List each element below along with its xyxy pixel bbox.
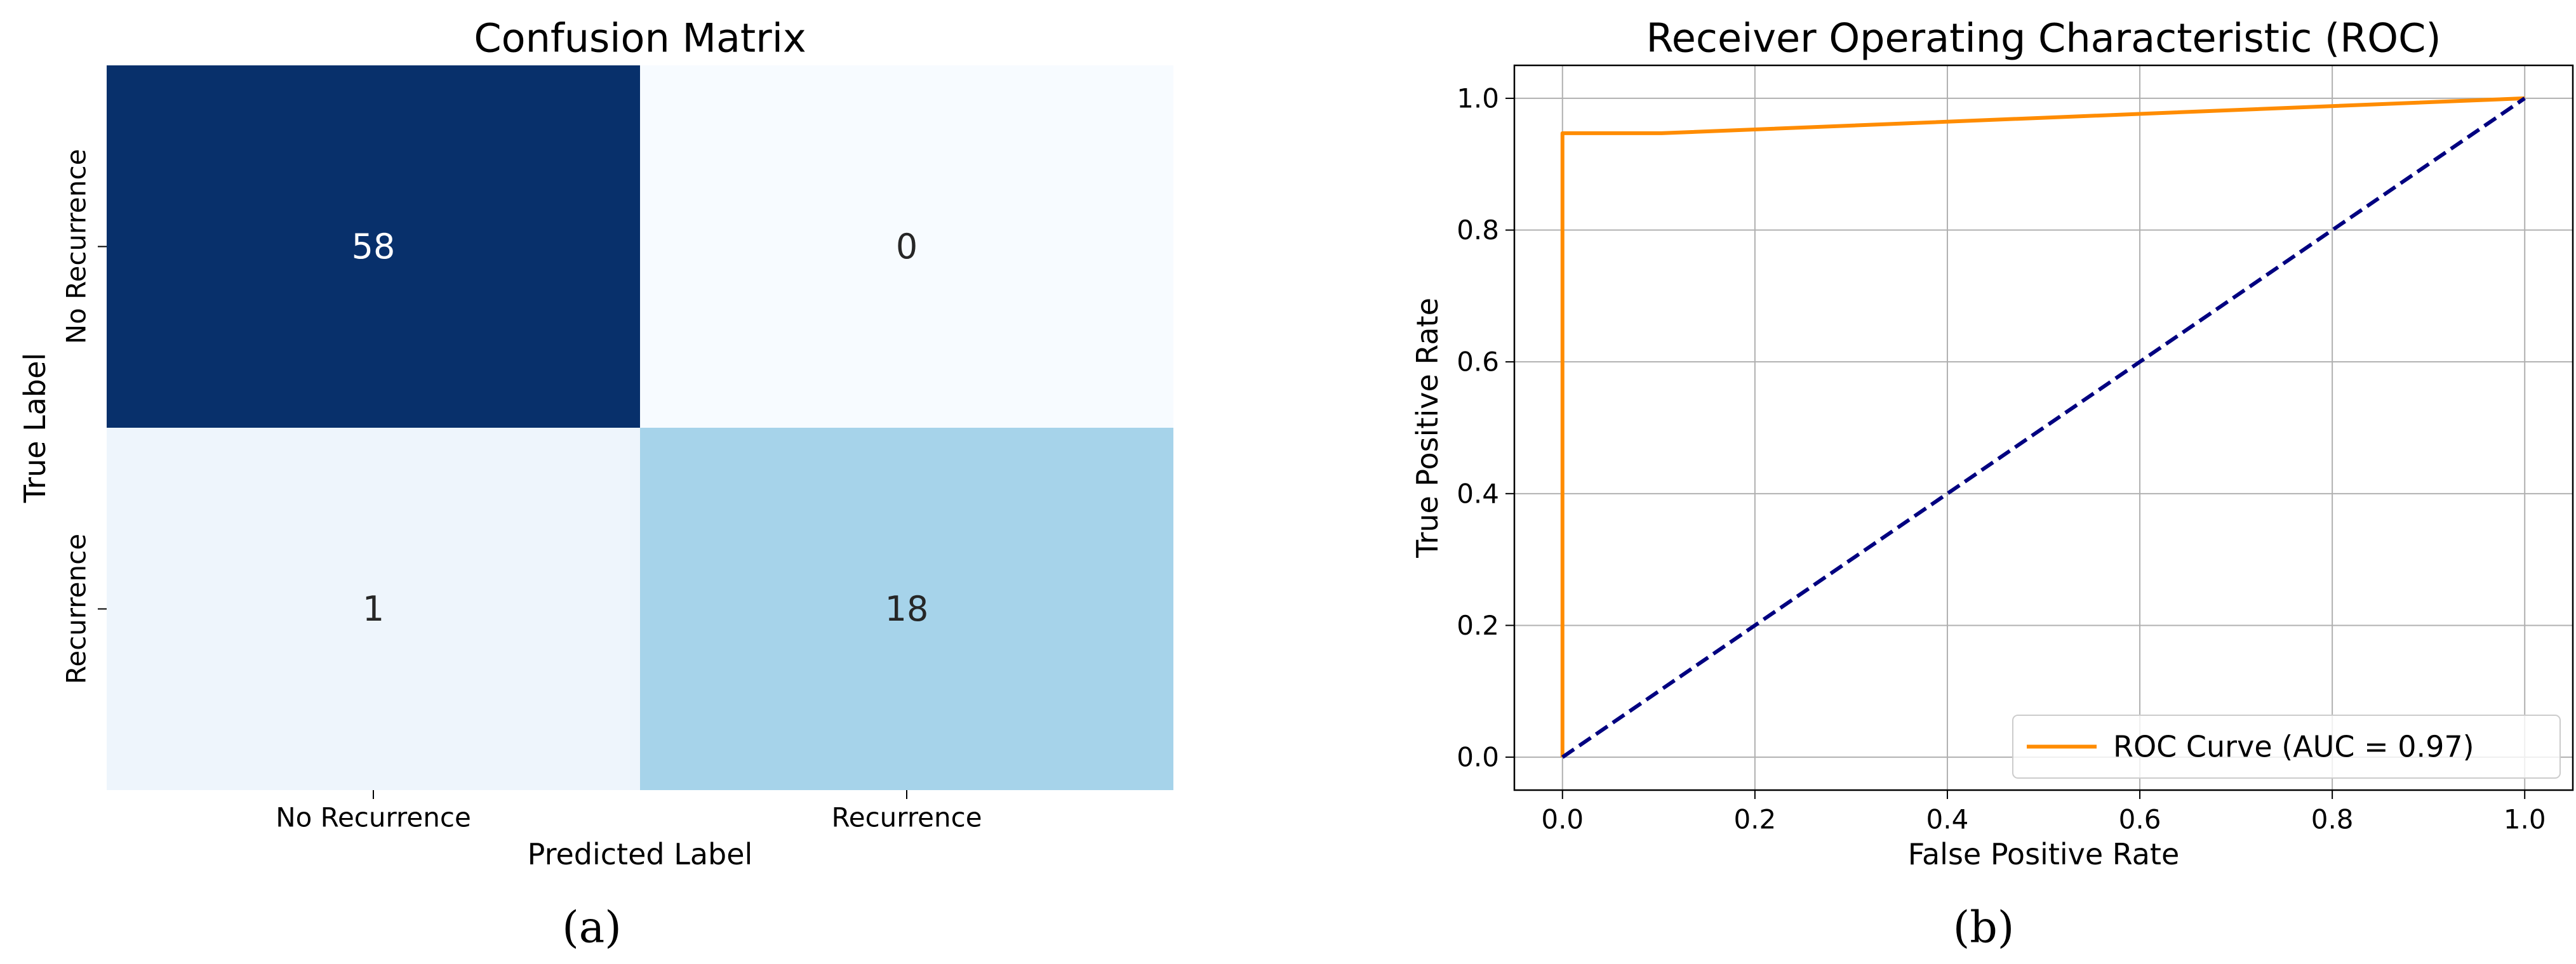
x-tick-label: 0.0 bbox=[1541, 804, 1584, 835]
cell-value-label: 1 bbox=[363, 589, 384, 629]
panel-label-b: (b) bbox=[1953, 903, 2015, 953]
panel-label-a: (a) bbox=[562, 903, 622, 953]
y-tick-label: 0.6 bbox=[1457, 347, 1499, 378]
y-tick-label: 0.8 bbox=[1457, 215, 1499, 246]
chart-title: Confusion Matrix bbox=[474, 15, 806, 62]
y-tick-label: 1.0 bbox=[1457, 83, 1499, 114]
cell-value-label: 0 bbox=[896, 227, 918, 267]
x-tick-label: No Recurrence bbox=[276, 802, 471, 833]
x-tick-label: 0.2 bbox=[1733, 804, 1776, 835]
cell-value-label: 58 bbox=[352, 227, 396, 267]
confusion-matrix-panel: 58 0 1 18 Confusion Matrix No Recurrence Recur… bbox=[18, 15, 1173, 953]
chart-title: Receiver Operating Characteristic (ROC) bbox=[1646, 15, 2441, 62]
legend-box bbox=[2012, 715, 2561, 779]
y-tick-label: Recurrence bbox=[61, 534, 92, 684]
legend-entry-label: ROC Curve (AUC = 0.97) bbox=[2113, 730, 2474, 764]
heatmap-cell-0-1 bbox=[640, 65, 1173, 428]
x-axis-label: False Positive Rate bbox=[1908, 837, 2180, 871]
cell-value-label: 18 bbox=[885, 589, 929, 629]
y-tick-label: No Recurrence bbox=[61, 149, 92, 345]
y-tick-label: 0.4 bbox=[1457, 478, 1499, 509]
x-tick-label: Recurrence bbox=[831, 802, 982, 833]
x-tick-label: 0.6 bbox=[2119, 804, 2161, 835]
roc-curve-line bbox=[1560, 96, 2525, 758]
roc-curve-panel: 0.0 0.2 0.4 0.6 0.8 1.0 0.0 0.2 0.4 0.6 0.8 1.0 Rece… bbox=[1410, 15, 2574, 953]
x-tick-label: 1.0 bbox=[2504, 804, 2546, 835]
heatmap-cell-1-1 bbox=[640, 428, 1173, 790]
y-axis-label: True Label bbox=[18, 353, 52, 503]
heatmap-cell-0-0 bbox=[107, 65, 640, 428]
y-axis-label: True Positive Rate bbox=[1410, 298, 1445, 558]
x-axis-label: Predicted Label bbox=[528, 837, 753, 871]
y-tick-label: 0.0 bbox=[1457, 742, 1499, 773]
heatmap-cell-1-0 bbox=[107, 428, 640, 790]
x-tick-label: 0.4 bbox=[1926, 804, 1969, 835]
plot-frame bbox=[1513, 64, 2574, 791]
x-tick-label: 0.8 bbox=[2311, 804, 2354, 835]
diagonal-reference-line bbox=[1561, 96, 2526, 759]
y-tick-label: 0.2 bbox=[1457, 610, 1499, 641]
